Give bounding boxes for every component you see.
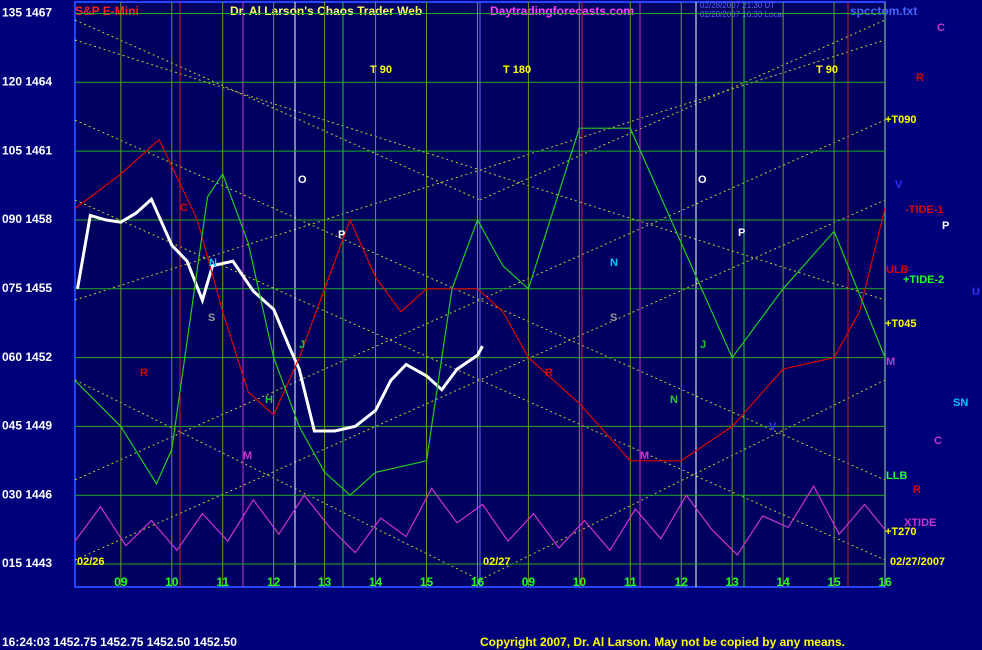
annotation: P — [338, 229, 345, 241]
annotation: P — [738, 227, 745, 239]
annotation: C — [180, 202, 188, 214]
symbol: S&P E-Mini — [75, 4, 139, 18]
chart-title: Dr. Al Larson's Chaos Trader Web — [230, 4, 422, 18]
annotation: M — [243, 450, 252, 462]
decor-verticals — [179, 2, 849, 587]
series-line — [74, 127, 886, 497]
y-tick-label: 060 1452 — [2, 350, 52, 364]
annotation: +T270 — [885, 526, 917, 538]
annotation: C — [934, 435, 942, 447]
annotation: N — [610, 257, 618, 269]
y-tick-label: 030 1446 — [2, 487, 52, 501]
x-tick-label: 14 — [776, 575, 790, 589]
annotation: J — [299, 339, 305, 351]
annotation: -TIDE-1 — [905, 204, 944, 216]
x-tick-label: 12 — [675, 575, 689, 589]
annotation: 02/27/2007 — [890, 556, 945, 568]
y-tick-label: 135 1467 — [2, 6, 52, 20]
x-tick-label: 09 — [114, 575, 128, 589]
x-tick-label: 11 — [216, 575, 229, 589]
x-tick-label: 12 — [267, 575, 281, 589]
x-tick-label: 16 — [878, 575, 892, 589]
site: Daytradingforecasts.com — [490, 4, 634, 18]
series-line — [74, 484, 886, 556]
series-line — [74, 138, 886, 462]
status: 16:24:03 1452.75 1452.75 1452.50 1452.50 — [2, 635, 237, 649]
annotation: R — [916, 72, 924, 84]
x-tick-label: 15 — [420, 575, 434, 589]
annotation: LLB — [886, 470, 907, 482]
y-tick-label: 105 1461 — [2, 143, 52, 157]
x-tick-label: 13 — [725, 575, 739, 589]
annotation: J — [700, 339, 706, 351]
annotation: N — [209, 257, 217, 269]
annotation: M — [886, 356, 895, 368]
annotation: O — [298, 174, 307, 186]
annotation: R — [545, 367, 553, 379]
x-tick-label: 13 — [318, 575, 332, 589]
annotation: V — [895, 179, 903, 191]
annotation: ULB — [886, 264, 909, 276]
annotation: T 180 — [503, 64, 531, 76]
annotation: U — [972, 286, 980, 298]
y-tick-label: 075 1455 — [2, 281, 52, 295]
annotation: +T090 — [885, 114, 917, 126]
copyright: Copyright 2007, Dr. Al Larson. May not b… — [480, 635, 845, 649]
annotation: 02/27 — [483, 556, 511, 568]
timestamp: 02/28/2007 16:30 Local — [700, 10, 784, 19]
annotation: V — [769, 421, 777, 433]
annotation: SN — [953, 397, 968, 409]
annotation: XTIDE — [904, 517, 936, 529]
annotation: T 90 — [816, 64, 838, 76]
x-tick-label: 10 — [165, 575, 179, 589]
annotation: T 90 — [370, 64, 392, 76]
x-tick-label: 16 — [471, 575, 485, 589]
annotation: +TIDE-2 — [903, 274, 944, 286]
y-tick-label: 015 1443 — [2, 556, 52, 570]
x-tick-label: 14 — [369, 575, 383, 589]
series-line — [76, 196, 484, 433]
file-name: spcctom.txt — [850, 4, 917, 18]
x-tick-label: 09 — [522, 575, 536, 589]
annotation: H — [265, 394, 273, 406]
timestamp: 02/28/2007 21:30 UT — [700, 1, 775, 10]
annotation: M — [640, 450, 649, 462]
x-tick-label: 10 — [573, 575, 587, 589]
annotation: 02/26 — [77, 556, 105, 568]
annotation: S — [208, 312, 215, 324]
y-tick-label: 090 1458 — [2, 212, 52, 226]
y-tick-label: 045 1449 — [2, 419, 52, 433]
annotation: N — [670, 394, 678, 406]
annotation: S — [610, 312, 617, 324]
x-tick-label: 15 — [827, 575, 841, 589]
annotation: C — [937, 22, 945, 34]
x-tick-label: 11 — [624, 575, 637, 589]
annotation: +T045 — [885, 318, 917, 330]
y-tick-label: 120 1464 — [2, 74, 52, 88]
annotation: R — [913, 484, 921, 496]
annotation: O — [698, 174, 707, 186]
annotation: P — [942, 220, 949, 232]
annotation: R — [140, 367, 148, 379]
